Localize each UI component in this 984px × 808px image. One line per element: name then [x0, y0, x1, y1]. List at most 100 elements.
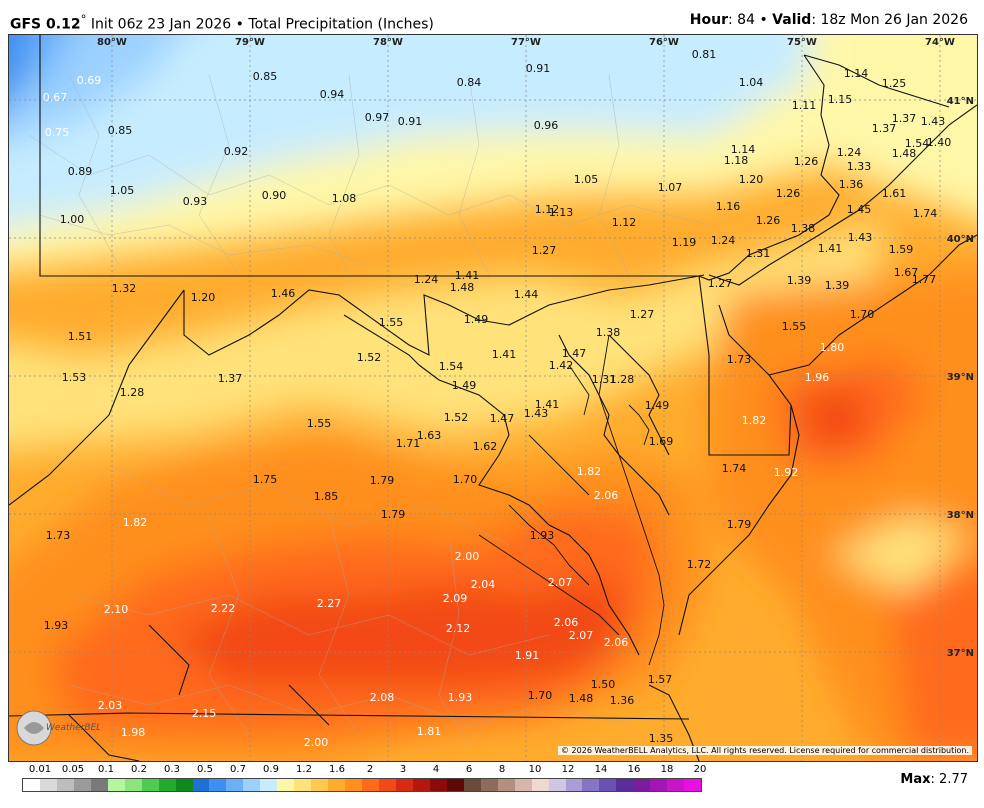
precip-value-label: 1.79: [381, 508, 406, 521]
precip-value-label: 1.18: [724, 154, 749, 167]
precip-value-label: 1.92: [774, 466, 799, 479]
precip-value-label: 1.28: [610, 373, 635, 386]
precip-value-label: 0.75: [45, 126, 70, 139]
precip-value-label: 2.06: [604, 636, 629, 649]
legend-swatch: [73, 779, 91, 791]
latitude-label: 40°N: [947, 234, 974, 245]
legend-swatch: [175, 779, 193, 791]
precipitation-map: 80°W 79°W 78°W 77°W 76°W 75°W 74°W 41°N 40°N 39°…: [8, 34, 978, 762]
precip-value-label: 1.70: [850, 308, 875, 321]
precip-value-label: 1.12: [612, 216, 637, 229]
precip-value-label: 1.41: [455, 269, 480, 282]
legend-swatch: [616, 779, 634, 791]
legend-swatch: [124, 779, 142, 791]
precip-value-label: 1.36: [839, 178, 864, 191]
precip-value-label: 1.04: [739, 76, 764, 89]
precip-value-label: 2.10: [104, 603, 129, 616]
precip-value-label: 1.11: [792, 99, 817, 112]
legend-swatch: [395, 779, 413, 791]
longitude-labels: 80°W 79°W 78°W 77°W 76°W 75°W 74°W: [97, 37, 955, 48]
precip-value-label: 1.37: [872, 122, 897, 135]
precip-value-label: 1.38: [791, 222, 816, 235]
precip-value-label: 1.48: [569, 692, 594, 705]
longitude-label: 77°W: [511, 37, 541, 48]
precip-value-label: 1.55: [307, 417, 332, 430]
precip-value-label: 2.08: [370, 691, 395, 704]
longitude-label: 80°W: [97, 37, 127, 48]
precip-value-label: 0.91: [526, 62, 551, 75]
copyright-notice: © 2026 WeatherBELL Analytics, LLC. All r…: [558, 746, 972, 755]
precip-value-label: 0.92: [224, 145, 249, 158]
precip-value-label: 1.93: [44, 619, 69, 632]
legend-tick-label: 0.9: [263, 764, 279, 775]
precip-value-label: 2.00: [304, 736, 329, 749]
precip-value-label: 1.70: [453, 473, 478, 486]
legend-swatch: [311, 779, 329, 791]
precip-value-label: 0.94: [320, 88, 345, 101]
precip-value-label: 1.26: [794, 155, 819, 168]
legend-swatch: [497, 779, 515, 791]
precip-value-label: 1.59: [889, 243, 914, 256]
precip-value-label: 1.74: [913, 207, 938, 220]
legend-swatch: [209, 779, 227, 791]
legend-tick-label: 8: [498, 764, 506, 775]
precip-value-label: 1.67: [894, 266, 919, 279]
precip-value-label: 2.15: [192, 707, 217, 720]
precip-value-label: 1.77: [912, 273, 937, 286]
precip-value-label: 0.89: [68, 165, 93, 178]
precip-value-label: 0.67: [43, 91, 68, 104]
precip-value-label: 1.48: [450, 281, 475, 294]
legend-swatch: [260, 779, 278, 791]
legend-swatch: [548, 779, 566, 791]
degree-sign: °: [80, 12, 87, 26]
precip-value-label: 1.14: [731, 143, 756, 156]
legend-swatch: [243, 779, 261, 791]
precip-value-label: 1.05: [110, 184, 135, 197]
legend-swatch: [277, 779, 295, 791]
forecast-hour: 84: [737, 12, 755, 28]
precip-value-label: 1.35: [649, 732, 674, 745]
precip-value-label: 1.42: [549, 359, 574, 372]
precip-value-label: 0.69: [77, 74, 102, 87]
legend-swatch: [141, 779, 159, 791]
precip-value-label: 0.85: [108, 124, 133, 137]
legend-swatch: [90, 779, 108, 791]
precip-value-label: 1.07: [658, 181, 683, 194]
precip-value-label: 1.54: [439, 360, 464, 373]
legend-tick-label: 14: [594, 764, 608, 775]
precip-value-label: 1.79: [370, 474, 395, 487]
legend-swatch: [192, 779, 210, 791]
precip-value-label: 2.07: [569, 629, 594, 642]
precip-value-label: 1.46: [271, 287, 296, 300]
legend-swatch: [328, 779, 346, 791]
precip-value-label: 1.72: [687, 558, 712, 571]
precip-value-label: 1.14: [844, 67, 869, 80]
precip-value-label: 1.74: [722, 462, 747, 475]
legend-tick-label: 0.5: [197, 764, 213, 775]
legend-swatch: [23, 779, 40, 791]
precip-value-label: 1.27: [708, 277, 733, 290]
legend-swatch: [514, 779, 532, 791]
precip-value-label: 1.73: [727, 353, 752, 366]
precip-value-label: 0.84: [457, 76, 482, 89]
legend-swatch: [667, 779, 685, 791]
precip-value-label: 1.45: [847, 203, 872, 216]
legend-tick-label: 0.7: [230, 764, 246, 775]
precip-value-label: 1.50: [591, 678, 616, 691]
precip-value-label: 1.48: [892, 147, 917, 160]
precip-value-label: 1.39: [825, 279, 850, 292]
precip-value-label: 1.49: [452, 379, 477, 392]
max-number: 2.77: [939, 772, 968, 787]
precip-value-label: 1.43: [524, 407, 549, 420]
latitude-label: 38°N: [947, 510, 974, 521]
state-boundaries: [9, 35, 977, 761]
precip-value-label: 0.97: [365, 111, 390, 124]
precip-value-label: 2.04: [471, 578, 496, 591]
legend-swatch: [412, 779, 430, 791]
precip-value-label: 2.00: [455, 550, 480, 563]
precip-value-label: 1.93: [448, 691, 473, 704]
legend-swatch: [429, 779, 447, 791]
precip-value-label: 1.16: [716, 200, 741, 213]
precip-value-label: 2.03: [98, 699, 123, 712]
precip-value-label: 1.82: [577, 465, 602, 478]
